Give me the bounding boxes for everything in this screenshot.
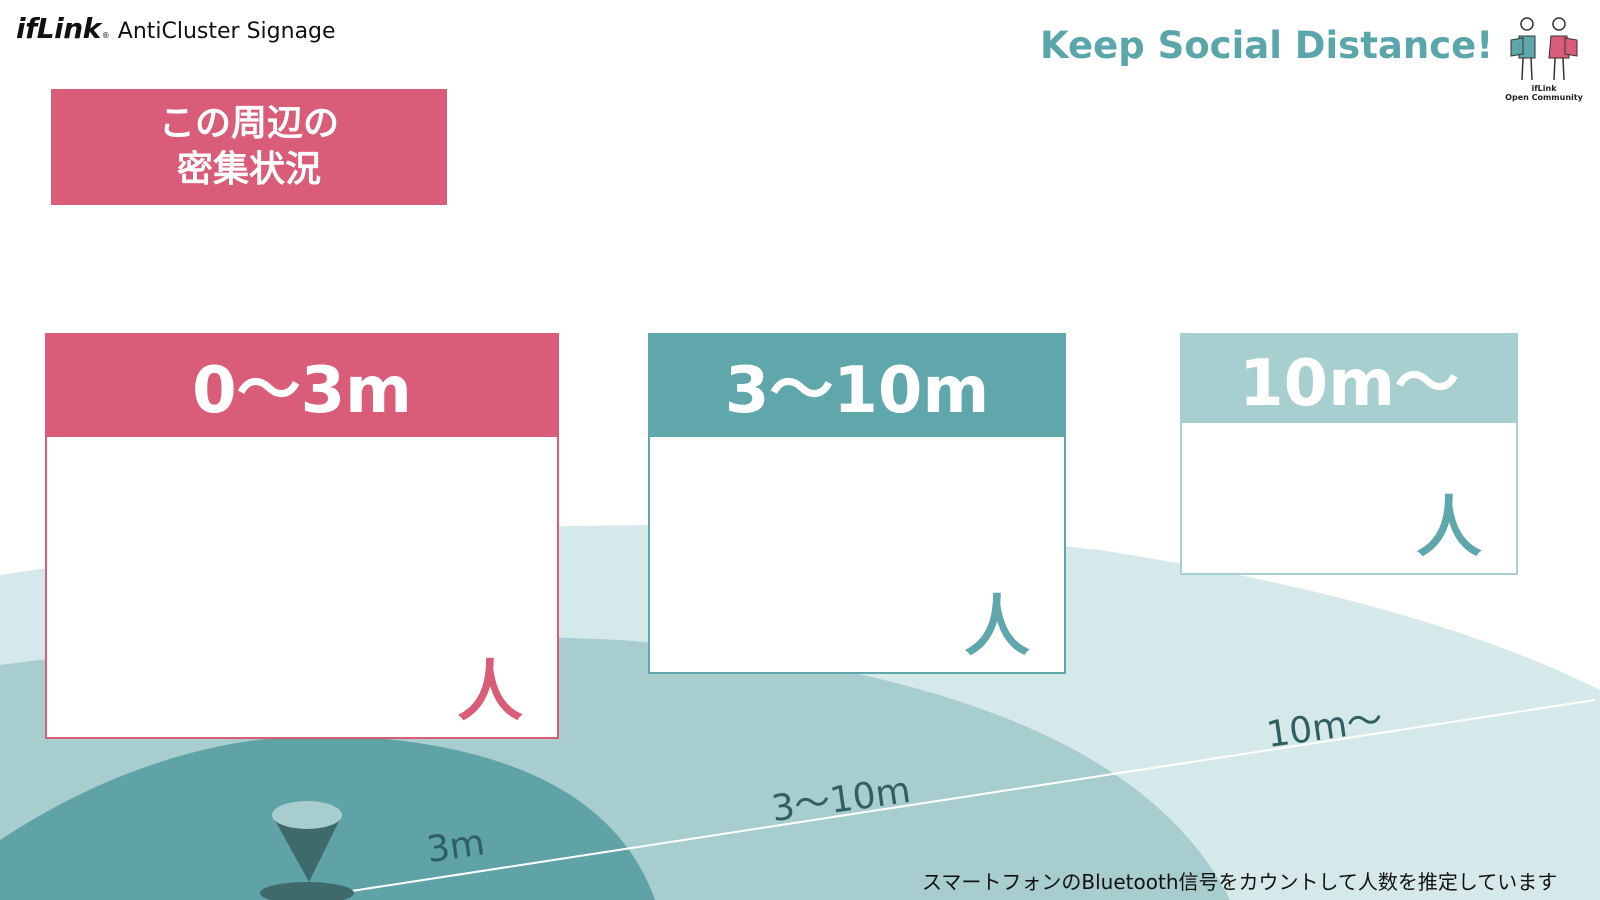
zone-count-panel: 人 [648,437,1066,674]
zone-card-near: 0〜3m 人 [45,333,559,739]
zone-range-label: 0〜3m [45,333,559,437]
community-label-line2: Open Community [1505,93,1583,102]
zone-card-far: 10m〜 人 [1180,333,1518,575]
zone-card-mid: 3〜10m 人 [648,333,1066,674]
zone-count-panel: 人 [45,437,559,739]
iflink-logo: ifLink [16,12,101,45]
product-name: AntiCluster Signage [117,19,336,44]
congestion-heading: この周辺の 密集状況 [51,89,447,205]
beacon-sensor-icon [260,801,354,900]
slogan-text: Keep Social Distance! [1040,24,1494,67]
heading-line1: この周辺の [158,103,339,144]
heading-line2: 密集状況 [176,149,321,190]
bluetooth-footnote: スマートフォンのBluetooth信号をカウントして人数を推定しています [922,870,1558,894]
community-logo: ifLink Open Community [1500,14,1588,110]
zone-range-label: 3〜10m [648,333,1066,437]
people-unit-label: 人 [1416,489,1482,566]
two-people-holding-sign-icon [1510,17,1578,81]
zone-range-label: 10m〜 [1180,333,1518,423]
people-unit-label: 人 [457,653,523,730]
distance-label-near: 3m [424,822,488,871]
zone-count-panel: 人 [1180,423,1518,575]
registered-mark: ® [101,31,110,40]
community-label-line1: ifLink [1531,84,1557,93]
distance-ray-line [344,699,1596,893]
brand-header: ifLink ® AntiCluster Signage [16,12,336,45]
people-unit-label: 人 [964,588,1030,665]
